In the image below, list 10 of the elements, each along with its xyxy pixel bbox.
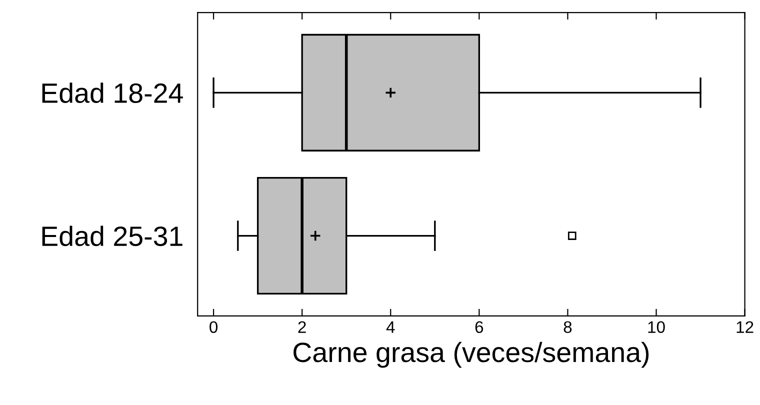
y-tick-label: Edad 25-31 xyxy=(42,226,182,246)
x-tick-label: 2 xyxy=(298,321,306,333)
x-tick-label: 6 xyxy=(475,321,484,334)
x-tick-label: 8 xyxy=(564,321,572,334)
x-tick-label: 12 xyxy=(736,321,754,333)
x-axis-title: Carne grasa (veces/semana) xyxy=(294,342,649,368)
x-tick-label: 10 xyxy=(648,321,665,334)
y-tick-label: Edad 18-24 xyxy=(42,82,183,104)
x-tick-label: 0 xyxy=(210,321,218,334)
x-tick-label: 4 xyxy=(386,321,395,333)
